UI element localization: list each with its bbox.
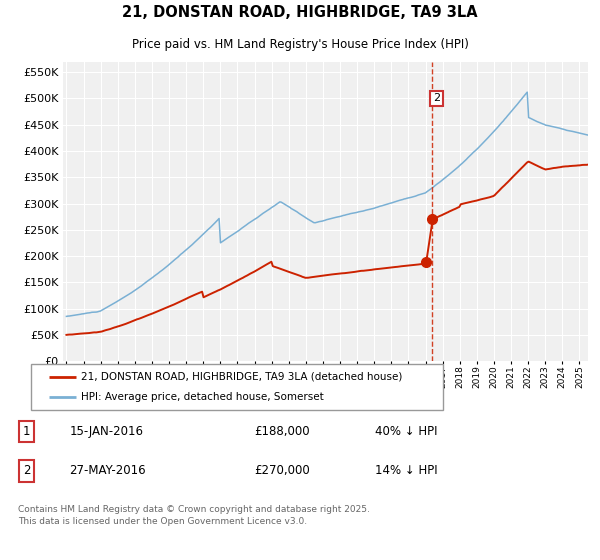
Text: Price paid vs. HM Land Registry's House Price Index (HPI): Price paid vs. HM Land Registry's House … [131, 38, 469, 50]
Text: 21, DONSTAN ROAD, HIGHBRIDGE, TA9 3LA: 21, DONSTAN ROAD, HIGHBRIDGE, TA9 3LA [122, 6, 478, 20]
Text: 40% ↓ HPI: 40% ↓ HPI [375, 425, 437, 438]
Text: 2: 2 [433, 94, 440, 104]
Text: 14% ↓ HPI: 14% ↓ HPI [375, 464, 437, 478]
Text: Contains HM Land Registry data © Crown copyright and database right 2025.
This d: Contains HM Land Registry data © Crown c… [18, 505, 370, 526]
Text: HPI: Average price, detached house, Somerset: HPI: Average price, detached house, Some… [81, 392, 323, 402]
Text: 2: 2 [23, 464, 30, 478]
Text: 15-JAN-2016: 15-JAN-2016 [70, 425, 143, 438]
Text: 27-MAY-2016: 27-MAY-2016 [70, 464, 146, 478]
Text: 1: 1 [23, 425, 30, 438]
Text: £270,000: £270,000 [254, 464, 310, 478]
Text: £188,000: £188,000 [254, 425, 310, 438]
FancyBboxPatch shape [31, 363, 443, 410]
Text: 21, DONSTAN ROAD, HIGHBRIDGE, TA9 3LA (detached house): 21, DONSTAN ROAD, HIGHBRIDGE, TA9 3LA (d… [81, 372, 402, 382]
